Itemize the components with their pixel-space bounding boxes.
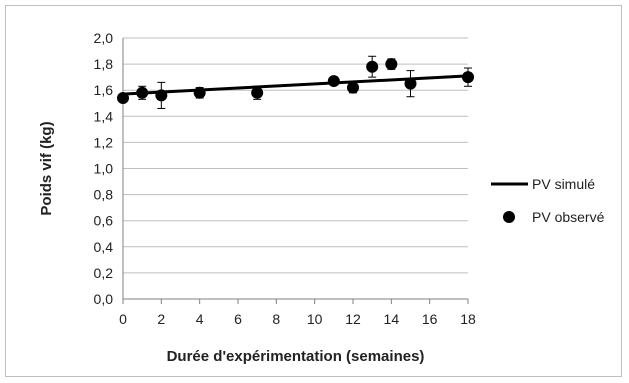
x-tick-label: 16 [422, 311, 438, 327]
y-tick-label: 0,2 [94, 265, 114, 281]
x-tick-label: 10 [307, 311, 323, 327]
data-point [251, 86, 264, 99]
data-point-group [193, 86, 206, 99]
legend-label-observed: PV observé [532, 209, 605, 225]
data-point-group [327, 75, 340, 88]
data-point [117, 92, 129, 105]
data-point-group [117, 92, 129, 105]
data-point [193, 86, 206, 99]
gridlines [123, 37, 468, 274]
y-tick-label: 0,0 [94, 291, 114, 307]
y-tick-label: 0,6 [94, 213, 114, 229]
x-axis-label: Durée d'expérimentation (semaines) [167, 348, 425, 365]
legend-marker-swatch [503, 211, 515, 223]
y-tick-label: 2,0 [94, 30, 114, 46]
data-point [136, 86, 149, 99]
data-point [155, 89, 168, 102]
y-tick-label: 0,8 [94, 187, 114, 203]
data-point-group [136, 85, 149, 100]
data-point-group [155, 81, 168, 109]
x-tick-label: 4 [196, 311, 204, 327]
x-tick-label: 2 [157, 311, 165, 327]
data-point [366, 60, 379, 73]
chart-frame: 0,0 0,2 0,4 0,6 0,8 1,0 1,2 1,4 1,6 1,8 2,0 0 2 4 6 8 1… [5, 5, 622, 377]
y-tick-label: 1,2 [94, 134, 114, 150]
data-point [404, 77, 417, 90]
x-tick-label: 0 [119, 311, 127, 327]
x-tick-labels: 0 2 4 6 8 10 12 14 16 18 [119, 299, 476, 327]
data-point-group [366, 55, 379, 78]
y-tick-label: 1,8 [94, 56, 114, 72]
data-point [347, 81, 359, 94]
legend-label-simulated: PV simulé [532, 176, 595, 192]
data-point-group [462, 67, 474, 87]
y-tick-label: 0,4 [94, 239, 114, 255]
legend: PV simulé PV observé [491, 176, 605, 225]
data-point-group [347, 81, 359, 94]
x-tick-label: 6 [234, 311, 242, 327]
x-tick-label: 12 [345, 311, 361, 327]
data-point-group [385, 58, 398, 71]
x-tick-label: 14 [384, 311, 400, 327]
data-point [462, 71, 474, 84]
data-point [385, 58, 398, 71]
y-tick-label: 1,6 [94, 82, 114, 98]
y-axis-label: Poids vif (kg) [38, 121, 55, 215]
data-point-group [404, 70, 417, 98]
x-tick-label: 18 [460, 311, 476, 327]
data-point-group [251, 85, 264, 100]
y-tick-label: 1,4 [94, 108, 114, 124]
x-tick-label: 8 [272, 311, 280, 327]
chart-svg: 0,0 0,2 0,4 0,6 0,8 1,0 1,2 1,4 1,6 1,8 2,0 0 2 4 6 8 1… [38, 30, 605, 365]
plot-area [117, 55, 474, 109]
data-point [327, 75, 340, 88]
y-tick-labels: 0,0 0,2 0,4 0,6 0,8 1,0 1,2 1,4 1,6 1,8 2,0 [94, 30, 114, 307]
y-tick-label: 1,0 [94, 161, 114, 177]
